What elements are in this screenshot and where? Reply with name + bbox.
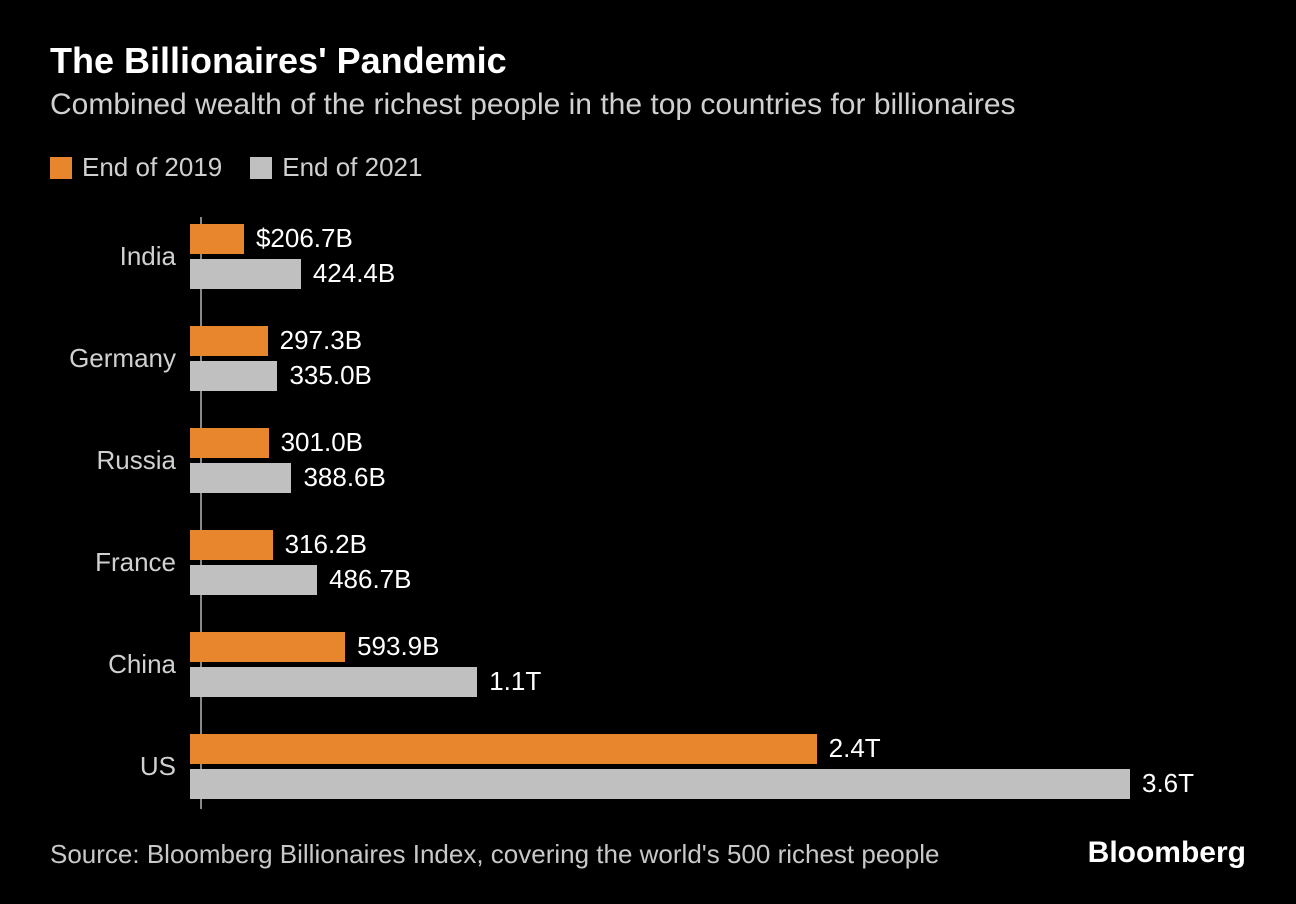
- legend-item-2019: End of 2019: [50, 152, 222, 183]
- bar-group: France 316.2B 486.7B: [60, 529, 1246, 595]
- brand-logo: Bloomberg: [1088, 836, 1246, 870]
- legend-swatch-2021: [250, 157, 272, 179]
- bar: [190, 530, 273, 560]
- category-label: Germany: [60, 343, 190, 374]
- legend-swatch-2019: [50, 157, 72, 179]
- bar-group: Germany 297.3B 335.0B: [60, 325, 1246, 391]
- bar-value-label: 316.2B: [285, 529, 367, 560]
- chart-title: The Billionaires' Pandemic: [50, 40, 1246, 82]
- legend-label-2019: End of 2019: [82, 152, 222, 183]
- bar-value-label: 388.6B: [303, 462, 385, 493]
- bar-value-label: 593.9B: [357, 631, 439, 662]
- bar: [190, 769, 1130, 799]
- bar-value-label: 1.1T: [489, 666, 541, 697]
- bar-value-label: 2.4T: [829, 733, 881, 764]
- y-axis-line: [200, 217, 202, 809]
- bar-group: India $206.7B 424.4B: [60, 223, 1246, 289]
- bar-value-label: 301.0B: [281, 427, 363, 458]
- bar: [190, 361, 277, 391]
- bar-group: China 593.9B 1.1T: [60, 631, 1246, 697]
- category-label: China: [60, 649, 190, 680]
- chart-subtitle: Combined wealth of the richest people in…: [50, 88, 1246, 122]
- category-label: France: [60, 547, 190, 578]
- bar: [190, 224, 244, 254]
- bar-value-label: 297.3B: [280, 325, 362, 356]
- bar-group: Russia 301.0B 388.6B: [60, 427, 1246, 493]
- bar: [190, 734, 817, 764]
- bar-value-label: $206.7B: [256, 223, 353, 254]
- legend-label-2021: End of 2021: [282, 152, 422, 183]
- bar-value-label: 335.0B: [289, 360, 371, 391]
- bar-chart: India $206.7B 424.4B Germany 297.3B 335.0B Rus…: [60, 223, 1246, 799]
- bar: [190, 565, 317, 595]
- bar: [190, 259, 301, 289]
- bar: [190, 667, 477, 697]
- bar-value-label: 424.4B: [313, 258, 395, 289]
- category-label: Russia: [60, 445, 190, 476]
- bar: [190, 326, 268, 356]
- bar-value-label: 3.6T: [1142, 768, 1194, 799]
- legend: End of 2019 End of 2021: [50, 152, 1246, 183]
- bar: [190, 463, 291, 493]
- category-label: US: [60, 751, 190, 782]
- bar: [190, 428, 269, 458]
- legend-item-2021: End of 2021: [250, 152, 422, 183]
- bar-group: US 2.4T 3.6T: [60, 733, 1246, 799]
- source-text: Source: Bloomberg Billionaires Index, co…: [50, 839, 939, 870]
- bar: [190, 632, 345, 662]
- category-label: India: [60, 241, 190, 272]
- bar-value-label: 486.7B: [329, 564, 411, 595]
